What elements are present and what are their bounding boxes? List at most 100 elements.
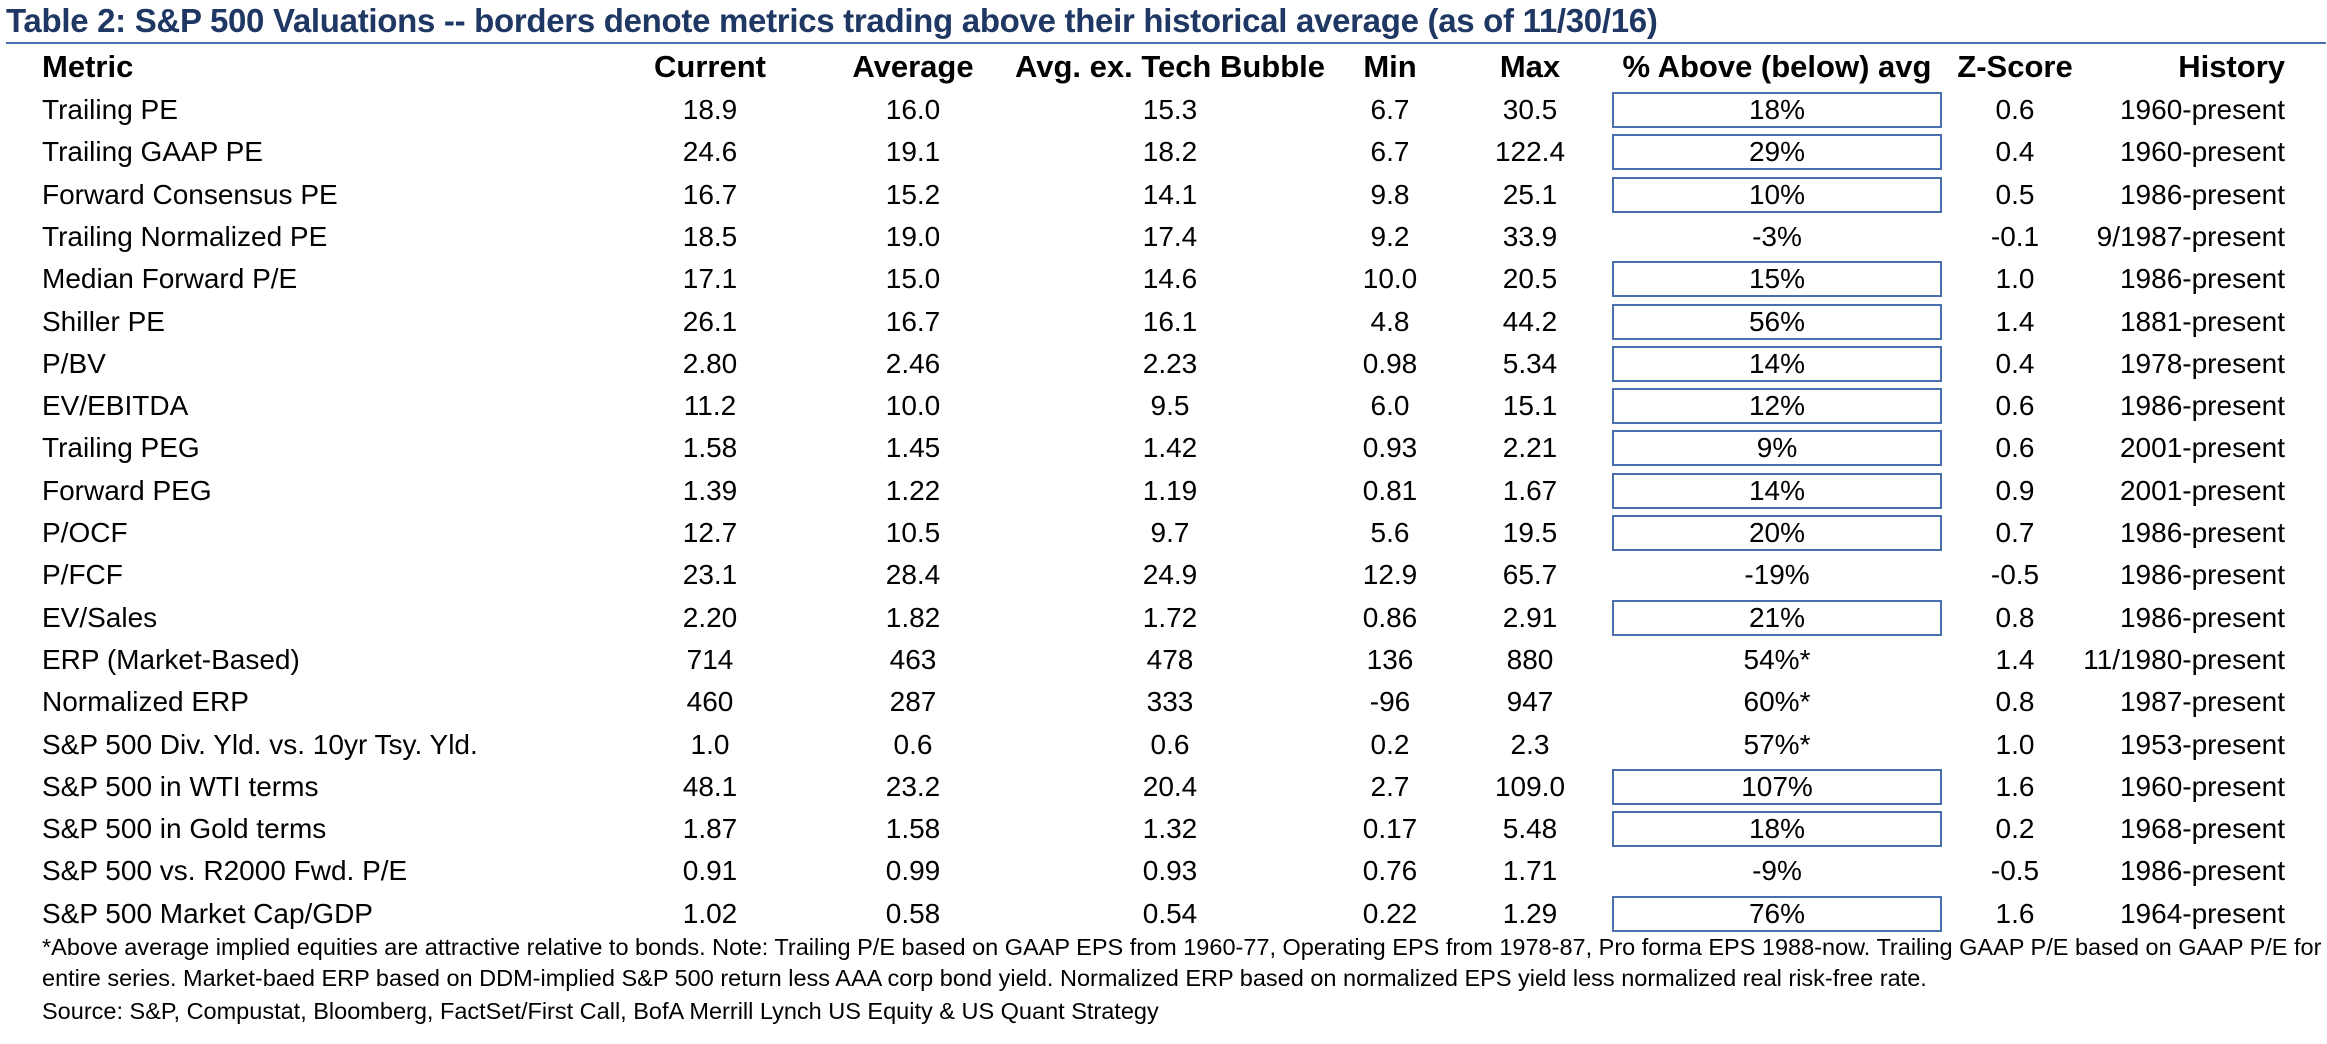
cell-metric: ERP (Market-Based) <box>42 643 300 675</box>
above-average-border <box>1612 92 1942 128</box>
cell-min: 0.76 <box>1362 855 1418 887</box>
cell-metric: Forward PEG <box>42 474 212 506</box>
cell-z-score: 1.4 <box>1995 305 2035 337</box>
cell-metric: P/BV <box>42 347 106 379</box>
above-average-border <box>1612 768 1942 805</box>
cell-average: 1.22 <box>885 474 941 506</box>
cell-history: 1986-present <box>2119 559 2285 591</box>
cell-history: 1881-present <box>2119 305 2285 337</box>
cell-min: 0.81 <box>1362 474 1418 506</box>
cell-current: 2.20 <box>682 601 738 633</box>
above-average-border <box>1612 261 1942 298</box>
cell-z-score: 1.4 <box>1995 643 2035 675</box>
cell-current: 18.9 <box>682 94 738 125</box>
cell-pct-above: 10% <box>1748 178 1806 210</box>
cell-max: 947 <box>1506 686 1554 718</box>
cell-metric: Normalized ERP <box>42 686 249 718</box>
above-average-border <box>1612 134 1942 171</box>
cell-history: 1960-present <box>2119 136 2285 168</box>
cell-avg-ex-tech: 18.2 <box>1142 136 1198 168</box>
cell-max: 5.48 <box>1502 813 1558 845</box>
cell-average: 19.0 <box>885 220 941 252</box>
cell-average: 2.46 <box>885 347 941 379</box>
cell-pct-above: 57%* <box>1743 728 1811 760</box>
cell-average: 19.1 <box>885 136 941 168</box>
cell-avg-ex-tech: 9.5 <box>1150 390 1190 422</box>
cell-history: 1986-present <box>2119 855 2285 887</box>
cell-min: 2.7 <box>1370 770 1410 802</box>
cell-history: 1987-present <box>2119 686 2285 718</box>
cell-pct-above: 56% <box>1748 305 1806 337</box>
cell-metric: Shiller PE <box>42 305 165 337</box>
cell-max: 880 <box>1506 643 1554 675</box>
table-title: Table 2: S&P 500 Valuations -- borders d… <box>6 2 1658 39</box>
cell-metric: S&P 500 in Gold terms <box>42 813 327 845</box>
cell-avg-ex-tech: 0.54 <box>1142 897 1198 929</box>
cell-max: 2.21 <box>1502 432 1558 464</box>
cell-max: 2.91 <box>1502 601 1558 633</box>
cell-average: 1.58 <box>885 813 941 845</box>
cell-history: 1953-present <box>2119 728 2285 760</box>
cell-min: 136 <box>1366 643 1414 675</box>
title-rule <box>6 42 2326 44</box>
cell-z-score: 0.2 <box>1995 813 2035 845</box>
cell-current: 1.39 <box>682 474 738 506</box>
cell-max: 19.5 <box>1502 517 1558 548</box>
cell-max: 1.29 <box>1502 897 1558 929</box>
cell-current: 48.1 <box>682 770 738 802</box>
cell-average: 0.58 <box>885 897 941 929</box>
cell-metric: S&P 500 Div. Yld. vs. 10yr Tsy. Yld. <box>42 728 478 760</box>
cell-average: 15.2 <box>885 178 941 210</box>
cell-pct-above: 76% <box>1748 897 1806 929</box>
cell-z-score: 0.5 <box>1995 178 2035 210</box>
cell-history: 1986-present <box>2119 517 2285 548</box>
cell-min: 0.2 <box>1370 728 1410 760</box>
cell-metric: Trailing PE <box>42 94 178 125</box>
cell-pct-above: 15% <box>1748 263 1806 295</box>
cell-max: 65.7 <box>1502 559 1558 591</box>
cell-avg-ex-tech: 1.19 <box>1142 474 1198 506</box>
cell-avg-ex-tech: 1.42 <box>1142 432 1198 464</box>
cell-min: 9.8 <box>1370 178 1410 210</box>
above-average-border <box>1612 472 1942 509</box>
header-avg-ex-tech: Avg. ex. Tech Bubble <box>1014 49 1326 84</box>
cell-current: 0.91 <box>682 855 738 887</box>
source-note: Source: S&P, Compustat, Bloomberg, FactS… <box>42 998 1159 1024</box>
header-metric: Metric <box>42 49 134 84</box>
cell-current: 1.0 <box>690 728 730 760</box>
cell-current: 1.02 <box>682 897 738 929</box>
cell-z-score: 1.0 <box>1995 728 2035 760</box>
cell-min: 0.98 <box>1362 347 1418 379</box>
cell-avg-ex-tech: 17.4 <box>1142 220 1198 252</box>
cell-min: 0.86 <box>1362 601 1418 633</box>
cell-avg-ex-tech: 15.3 <box>1142 94 1198 125</box>
cell-average: 1.82 <box>885 601 941 633</box>
cell-max: 33.9 <box>1502 220 1558 252</box>
cell-z-score: 0.6 <box>1995 390 2035 422</box>
cell-max: 1.67 <box>1502 474 1558 506</box>
cell-min: 6.7 <box>1370 94 1410 125</box>
cell-metric: S&P 500 Market Cap/GDP <box>42 897 373 929</box>
cell-avg-ex-tech: 1.72 <box>1142 601 1198 633</box>
cell-metric: P/OCF <box>42 517 128 548</box>
cell-current: 23.1 <box>682 559 738 591</box>
cell-average: 0.99 <box>885 855 941 887</box>
cell-avg-ex-tech: 14.6 <box>1142 263 1198 295</box>
cell-average: 28.4 <box>885 559 941 591</box>
above-average-border <box>1612 430 1942 467</box>
cell-average: 10.5 <box>885 517 941 548</box>
cell-metric: Trailing PEG <box>42 432 200 464</box>
cell-min: 0.93 <box>1362 432 1418 464</box>
cell-history: 1968-present <box>2119 813 2285 845</box>
cell-pct-above: 60%* <box>1743 686 1811 718</box>
cell-z-score: 0.8 <box>1995 686 2035 718</box>
cell-average: 23.2 <box>885 770 941 802</box>
cell-average: 287 <box>889 686 937 718</box>
cell-avg-ex-tech: 0.93 <box>1142 855 1198 887</box>
cell-z-score: 0.7 <box>1995 517 2035 548</box>
cell-max: 2.3 <box>1510 728 1550 760</box>
cell-metric: P/FCF <box>42 559 123 591</box>
footnote-line-1: *Above average implied equities are attr… <box>42 934 2322 960</box>
cell-metric: EV/Sales <box>42 601 158 633</box>
cell-pct-above: 9% <box>1756 432 1798 464</box>
